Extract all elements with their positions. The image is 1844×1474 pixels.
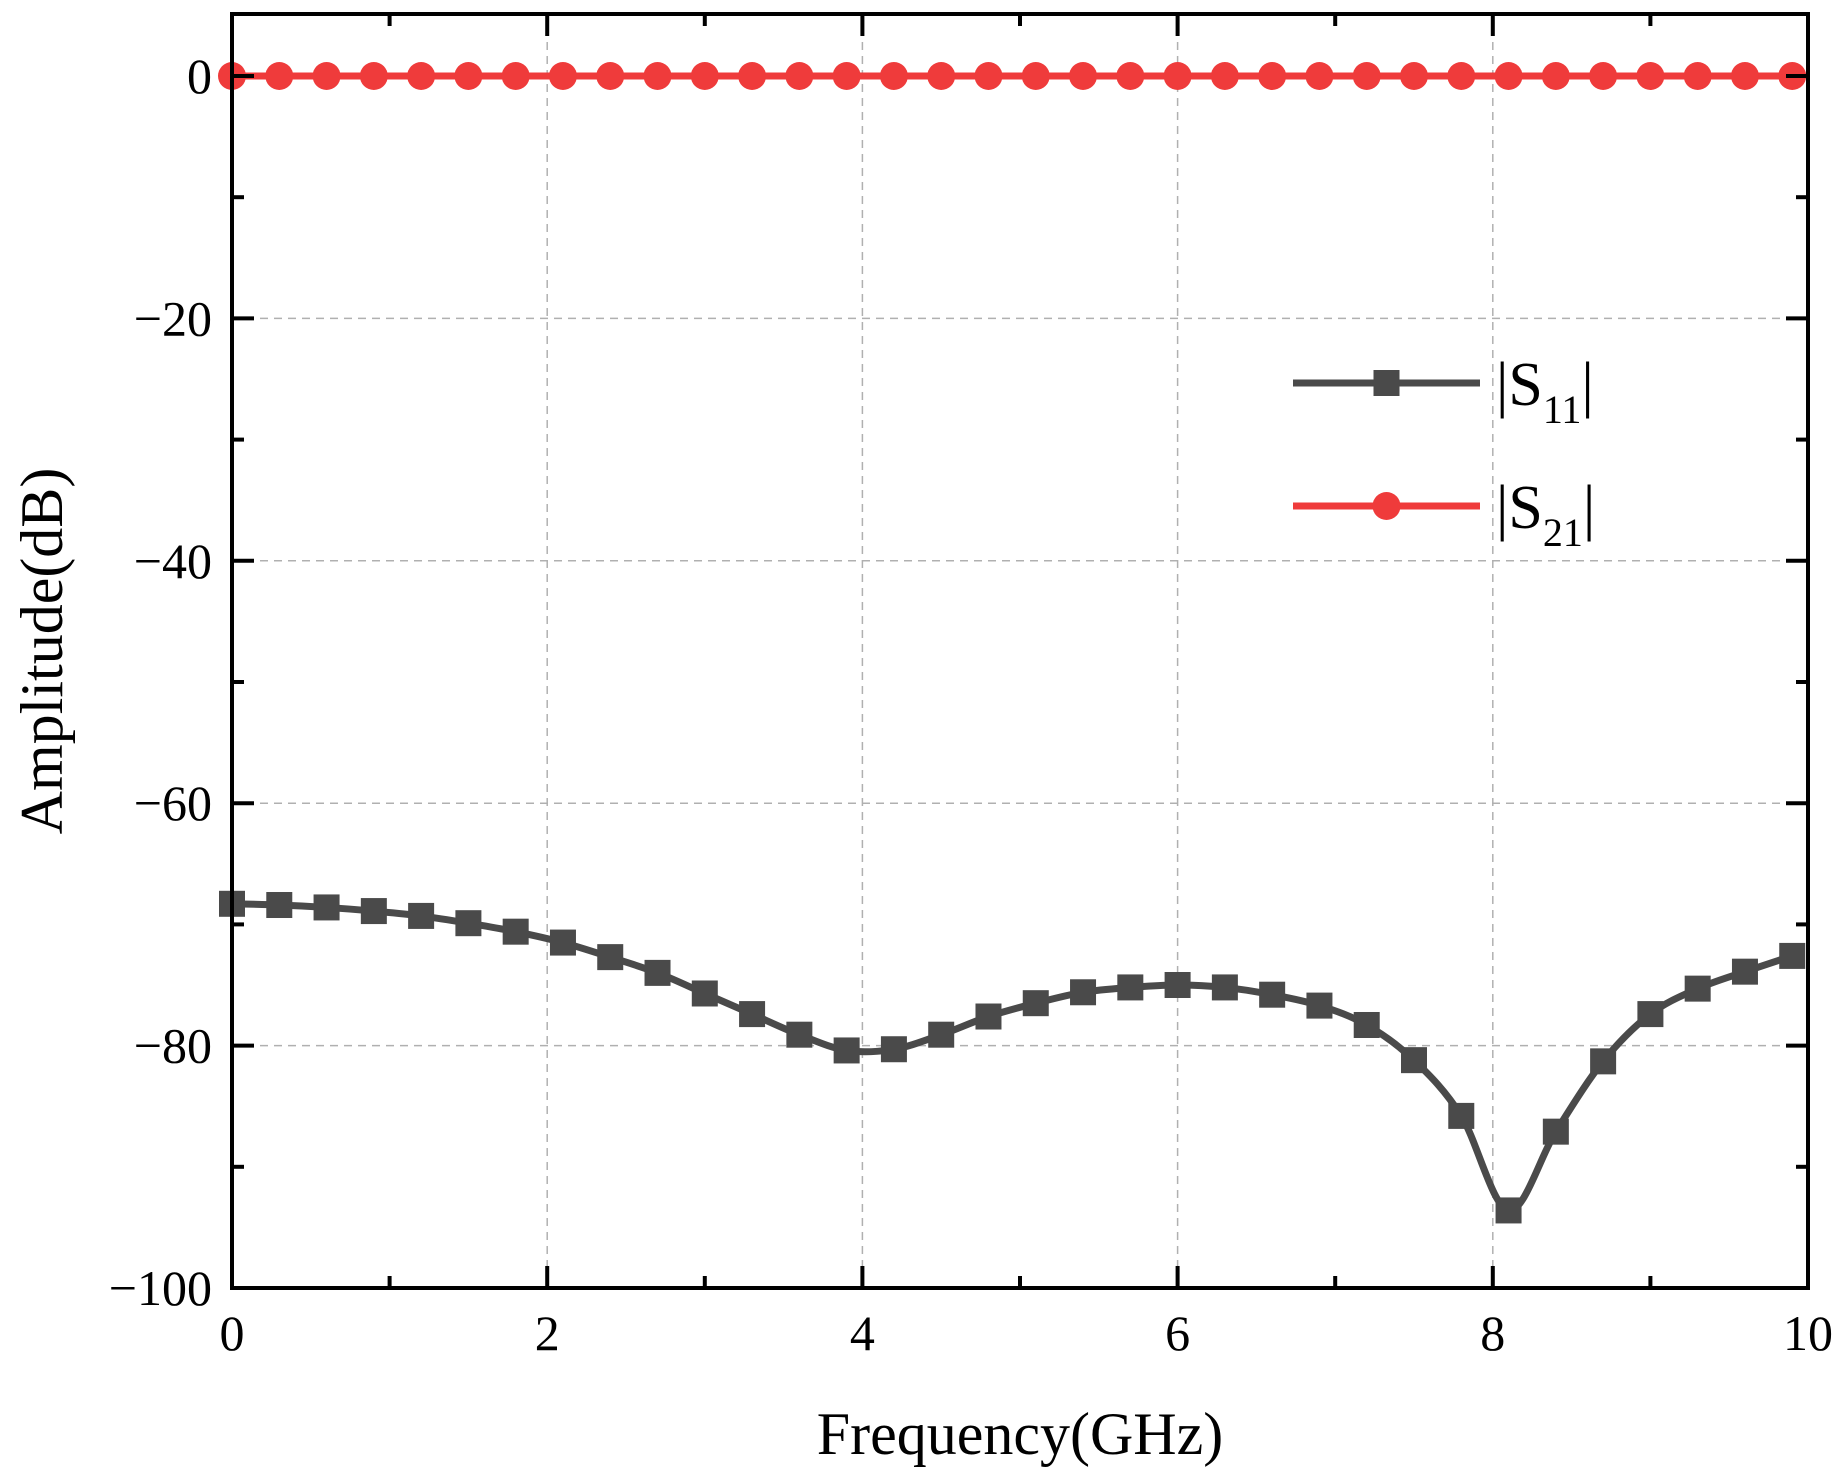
data-point-s21: [690, 62, 719, 90]
data-point-s11: [1164, 972, 1191, 998]
y-axis-title: Amplitude(dB): [9, 468, 75, 835]
data-point-s21: [596, 62, 625, 90]
plot-frame: [230, 12, 1810, 1290]
data-point-s21: [454, 62, 483, 90]
data-point-s21: [832, 62, 861, 90]
data-point-s11: [1259, 981, 1286, 1008]
y-tick-label: −20: [134, 290, 212, 346]
y-tick-label: −100: [109, 1260, 212, 1316]
data-point-s11: [408, 902, 435, 929]
y-tick-label: 0: [187, 48, 212, 104]
data-point-s21: [359, 62, 388, 90]
legend-item-s11: |S11|: [1293, 351, 1594, 432]
legend-label-s21: |S21|: [1496, 474, 1595, 555]
data-point-s11: [1542, 1118, 1569, 1145]
data-point-s21: [1683, 62, 1712, 90]
series-s11: [219, 890, 1806, 1224]
data-point-s21: [548, 62, 577, 90]
data-point-s11: [549, 929, 576, 956]
data-point-s11: [786, 1021, 813, 1048]
data-point-s11: [1306, 992, 1333, 1019]
data-point-s21: [1305, 62, 1334, 90]
series-line-s11: [231, 900, 1794, 1214]
data-point-s21: [312, 62, 341, 90]
data-point-s21: [501, 62, 530, 90]
data-point-s21: [974, 62, 1003, 90]
data-point-s11: [739, 1001, 766, 1028]
data-point-s11: [1211, 974, 1238, 1001]
x-tick-label: 4: [850, 1305, 875, 1361]
legend: |S11| |S21|: [1293, 351, 1595, 555]
data-point-s11: [1684, 975, 1711, 1002]
legend-item-s21: |S21|: [1293, 474, 1595, 555]
data-point-s21: [407, 62, 436, 90]
data-point-s11: [313, 894, 340, 921]
data-point-s21: [1636, 62, 1665, 90]
data-point-s21: [738, 62, 767, 90]
data-point-s11: [597, 944, 624, 971]
data-point-s11: [691, 980, 718, 1007]
data-point-s21: [1258, 62, 1287, 90]
data-point-s11: [975, 1003, 1002, 1030]
y-tick-label: −80: [134, 1018, 212, 1074]
data-point-s11: [1590, 1048, 1617, 1075]
x-tick-label: 10: [1783, 1305, 1833, 1361]
data-point-s11: [1022, 990, 1049, 1017]
data-point-s11: [880, 1036, 907, 1063]
data-point-s11: [833, 1037, 860, 1064]
data-point-s21: [879, 62, 908, 90]
data-point-s11: [1495, 1197, 1522, 1224]
data-point-s11: [1117, 974, 1144, 1001]
data-point-s11: [1731, 958, 1758, 985]
data-point-s21: [785, 62, 814, 90]
data-point-s11: [455, 910, 482, 937]
data-point-s11: [360, 898, 387, 925]
data-point-s11: [1070, 979, 1097, 1006]
data-point-s21: [1589, 62, 1618, 90]
data-point-s11: [502, 918, 529, 945]
data-point-s21: [1021, 62, 1050, 90]
data-point-s21: [1352, 62, 1381, 90]
data-point-s11: [1637, 1001, 1664, 1028]
x-tick-label: 6: [1165, 1305, 1190, 1361]
series-layer: [218, 62, 1807, 1224]
x-tick-label: 8: [1480, 1305, 1505, 1361]
data-point-s11: [1779, 942, 1806, 969]
legend-label-s11: |S11|: [1496, 351, 1594, 432]
data-point-s11: [928, 1021, 955, 1048]
data-point-s21: [1447, 62, 1476, 90]
data-point-s21: [1116, 62, 1145, 90]
data-point-s21: [1400, 62, 1428, 90]
legend-marker-s11: [1373, 370, 1400, 396]
series-s21: [218, 62, 1807, 90]
data-point-s21: [927, 62, 956, 90]
x-tick-label: 0: [220, 1305, 245, 1361]
data-point-s11: [266, 892, 293, 919]
grid-lines: [232, 14, 1808, 1288]
legend-marker-s21: [1372, 492, 1401, 520]
data-point-s21: [1163, 62, 1192, 90]
x-axis-title: Frequency(GHz): [817, 1401, 1224, 1467]
data-point-s11: [1353, 1011, 1380, 1038]
data-point-s21: [1494, 62, 1523, 90]
data-point-s11: [644, 959, 671, 986]
tick-labels: 0 2 4 6 8 10 0 −20 −40 −60 −80 −100: [109, 48, 1833, 1361]
y-tick-label: −40: [134, 533, 212, 589]
data-point-s11: [1448, 1102, 1475, 1129]
x-tick-label: 2: [535, 1305, 560, 1361]
data-point-s11: [1401, 1047, 1427, 1074]
y-tick-label: −60: [134, 775, 212, 831]
data-point-s21: [1069, 62, 1098, 90]
data-point-s21: [1730, 62, 1759, 90]
data-point-s21: [1210, 62, 1239, 90]
data-point-s21: [265, 62, 294, 90]
axis-ticks: [230, 14, 1810, 1290]
data-point-s21: [643, 62, 672, 90]
data-point-s21: [1541, 62, 1570, 90]
